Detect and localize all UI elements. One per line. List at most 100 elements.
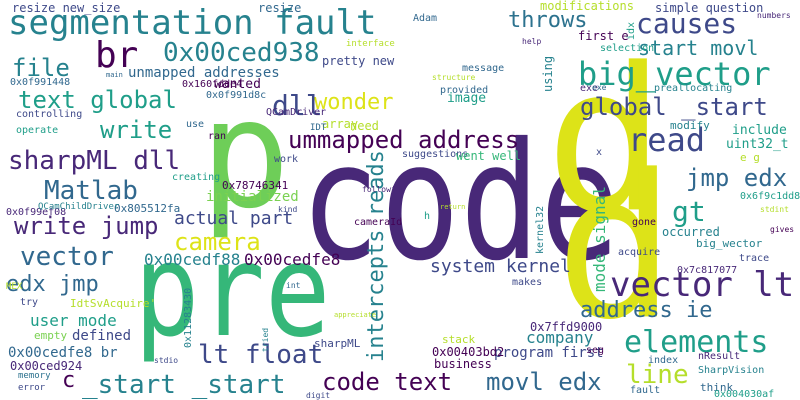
cloud-word: 0x00cedfe8 [244,250,341,269]
cloud-word: causes [636,7,738,40]
cloud-word: x [596,147,603,158]
cloud-word: gt [672,195,706,228]
cloud-word: actual part [174,208,294,229]
cloud-word: 0x00cedf88 [144,250,241,269]
cloud-word: resize [258,1,302,15]
cloud-word: empty [34,329,68,342]
cloud-word: need [350,119,379,133]
cloud-word: code [300,109,620,297]
cloud-word: 0x0f991448 [10,77,71,88]
cloud-word: int [286,281,301,290]
cloud-word: kind [278,205,298,214]
cloud-word: resize new_size [12,1,121,15]
cloud-word: 0x11283430 [183,287,194,348]
cloud-word: address ie [580,298,713,323]
cloud-word: br [95,35,139,76]
cloud-word: ran [208,131,227,142]
cloud-word: suggestions [402,149,469,160]
cloud-word: stdint [760,205,789,214]
cloud-word: big_wector [696,237,763,250]
cloud-word: operate [16,125,59,136]
cloud-word: numbers [757,11,791,20]
cloud-word: first e [578,29,629,43]
cloud-word: structure [432,73,476,82]
cloud-word: pre [134,217,331,366]
cloud-word: business [434,357,492,371]
cloud-word: 0x7c817077 [677,265,738,276]
cloud-word: 0x7ffd9000 [530,320,603,334]
cloud-word: nResult [698,351,741,362]
cloud-word: return [440,203,466,211]
cloud-word: cameraId [354,217,403,228]
cloud-word: kernel32 [535,205,546,254]
cloud-word: interface [346,39,395,49]
cloud-word: seg [586,345,605,356]
cloud-word: company [526,328,594,347]
cloud-word: 0x00cedfe8 br [8,345,118,361]
cloud-word: p [200,68,291,242]
cloud-word: MEX [6,282,23,292]
cloud-word: code text [322,368,453,396]
cloud-word: IdtSvAcquire' [70,297,157,310]
cloud-word: occurred [662,225,720,239]
cloud-word: _start _start [82,370,286,400]
cloud-word: 0x805512fa [114,202,181,215]
cloud-word: c [62,368,76,393]
cloud-word: using [541,55,555,92]
cloud-word: sharpML [314,337,361,350]
cloud-word: write jump [14,212,159,240]
cloud-word: big_vector [578,55,771,93]
cloud-word: appreciate [334,311,377,319]
cloud-word: include [732,123,787,138]
cloud-word: unmapped addresses [128,65,280,81]
cloud-word: 0x0f991d8c [206,90,267,101]
cloud-word: image [447,91,487,106]
cloud-word: acquire [618,247,661,258]
cloud-word: IDT [310,123,327,133]
cloud-word: camera [174,228,261,256]
cloud-word: tried [261,327,270,352]
cloud-word: following [362,185,406,194]
cloud-word: creating [172,172,221,183]
cloud-word: start movl [638,36,759,60]
cloud-word: h [424,211,431,222]
cloud-word: write [100,116,173,144]
cloud-word: controlling [16,109,83,120]
cloud-word: stack [442,333,476,346]
cloud-word: preallocating [654,83,733,94]
cloud-word: message [462,63,505,74]
cloud-word: 0x0f99ef08 [6,207,67,218]
cloud-word: QCamDriver [266,107,327,118]
cloud-word: gives [770,225,795,234]
cloud-word: error [18,383,46,393]
cloud-word: 0x004030af [714,389,775,400]
cloud-word: idx [626,21,637,40]
cloud-word: index [648,355,679,366]
cloud-word: jmp edx [686,164,788,192]
cloud-word: makes [512,277,543,288]
cloud-word: SharpVision [698,365,765,376]
cloud-word: exe [580,83,599,94]
cloud-word: mode signal [590,186,609,292]
cloud-word: went well [456,149,522,163]
cloud-word: intercepts reads [364,150,389,362]
cloud-word: provided [440,85,489,96]
cloud-word: text global [18,86,177,114]
cloud-word: file [12,54,70,82]
cloud-word: user mode [30,311,117,330]
cloud-word: initialized [206,189,299,205]
cloud-word: program first [494,345,604,361]
cloud-word: dll [272,89,323,122]
cloud-word: selection [600,43,655,54]
cloud-word: QCamChildDriver [38,202,120,212]
cloud-word: vector lt [610,265,795,305]
cloud-word: system kernel [430,256,571,277]
cloud-word: try [20,297,39,308]
cloud-word: global _start [580,93,768,121]
cloud-word: work [274,154,299,165]
cloud-word: sharpML dll [8,146,181,176]
cloud-word: trace [739,253,770,264]
cloud-word: Matlab [44,176,138,206]
cloud-word: 0x00ced924 [10,359,83,373]
cloud-word: Adam [413,13,438,24]
